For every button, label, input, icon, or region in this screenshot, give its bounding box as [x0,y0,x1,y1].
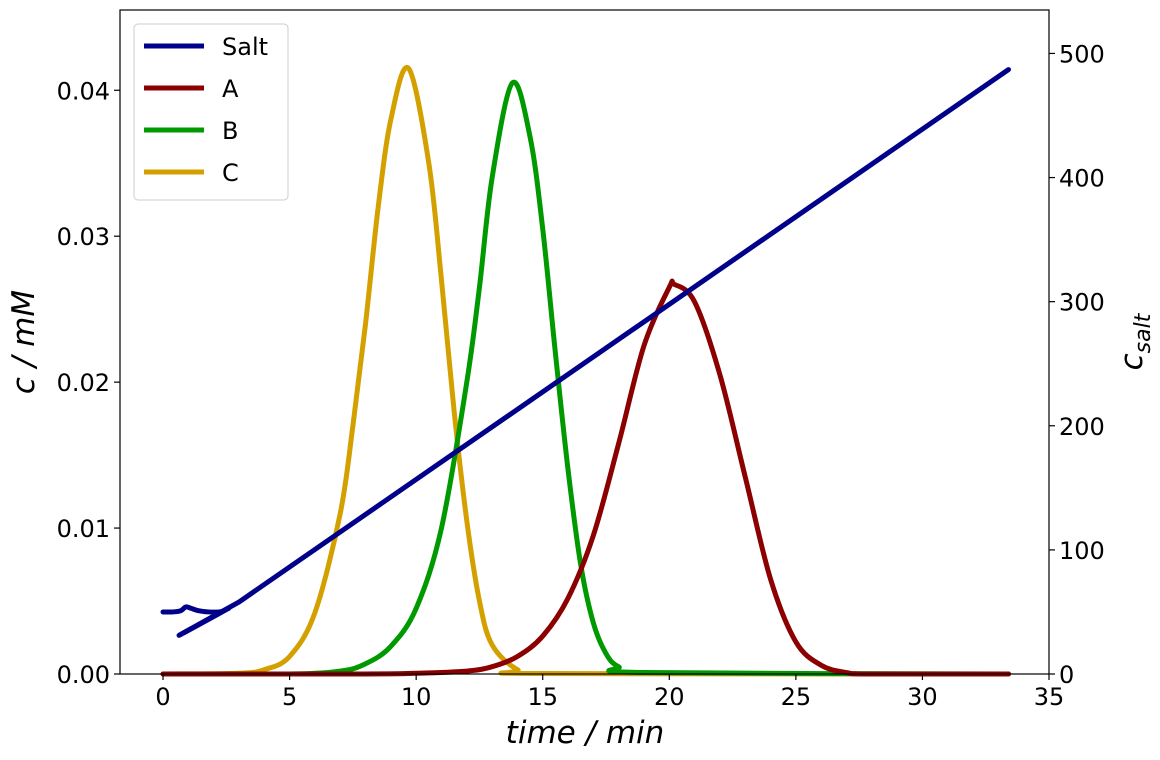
series-line-c [160,64,1011,677]
series-layer [160,64,1011,677]
x-tick-label: 10 [401,683,432,711]
x-tick-label: 0 [155,683,170,711]
legend-box [133,23,289,201]
x-tick-label: 25 [781,683,812,711]
legend: Salt ABC [133,23,289,201]
x-tick-label: 35 [1034,683,1065,711]
y2-tick-label: 0 [1059,661,1074,689]
y-axis-left: 0.00 0.01 0.02 0.03 0.04 [57,77,120,689]
plot-frame [119,9,1050,675]
y2-tick-label: 300 [1059,289,1105,317]
y2-tick-label: 200 [1059,413,1105,441]
y2-tick-label: 100 [1059,537,1105,565]
y-tick-label: 0.01 [57,515,110,543]
x-tick-label: 20 [654,683,685,711]
x-axis: 0 5 10 15 20 25 30 35 [155,674,1064,711]
y-tick-label: 0.03 [57,223,110,251]
x-tick-label: 15 [527,683,558,711]
legend-label-salt: Salt [222,33,268,61]
y2-tick-label: 500 [1059,40,1105,68]
series-line-salt [160,67,1011,638]
legend-label-c: C [222,159,239,187]
x-tick-label: 30 [907,683,938,711]
x-tick-label: 5 [282,683,297,711]
y2-axis-title-base: c [1114,353,1150,370]
series-line-b [160,79,1011,677]
legend-label-b: B [222,117,238,145]
y2-axis-title-subscript: salt [1131,312,1156,353]
x-axis-title: time / min [506,715,665,751]
legend-label-a: A [222,75,239,103]
y2-axis-title: csalt [1114,312,1156,370]
series-line-a [160,278,1011,677]
y-tick-label: 0.04 [57,77,110,105]
y2-tick-label: 400 [1059,165,1105,193]
y-tick-label: 0.02 [57,369,110,397]
y-axis-right: 0 100 200 300 400 500 [1049,40,1105,689]
y-axis-title: c / mM [6,290,42,394]
y-tick-label: 0.00 [57,661,110,689]
